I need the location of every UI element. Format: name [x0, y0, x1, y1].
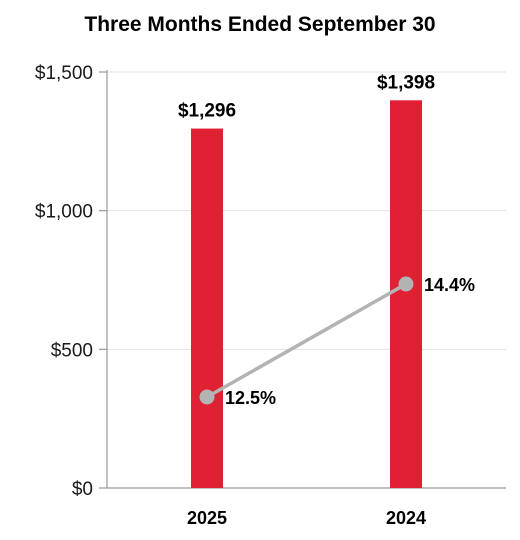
percent-label: 14.4% [424, 275, 475, 295]
y-tick-label: $0 [72, 479, 93, 500]
axes [99, 70, 506, 489]
bar-value-label: $1,398 [377, 72, 435, 93]
percent-label: 12.5% [225, 388, 276, 408]
percent-line-path [206, 282, 407, 399]
y-tick-label: $500 [51, 340, 93, 361]
x-tick-label: 2025 [187, 508, 227, 528]
bar-labels: $1,296 $1,398 [178, 72, 435, 121]
bars [191, 100, 422, 489]
chart-title: Three Months Ended September 30 [84, 13, 435, 36]
percent-line: 12.5% 14.4% [199, 275, 475, 408]
y-tick-label: $1,000 [35, 202, 93, 223]
bar-2025 [191, 128, 223, 489]
bar-value-label: $1,296 [178, 101, 236, 122]
x-tick-labels: 2025 2024 [187, 508, 426, 528]
bar-2024 [390, 100, 422, 489]
y-tick-labels: $0 $500 $1,000 $1,500 [35, 63, 93, 500]
x-tick-label: 2024 [386, 508, 426, 528]
y-tick-label: $1,500 [35, 63, 93, 84]
percent-point [398, 276, 414, 292]
grid-lines [107, 71, 506, 350]
percent-point [199, 389, 215, 405]
